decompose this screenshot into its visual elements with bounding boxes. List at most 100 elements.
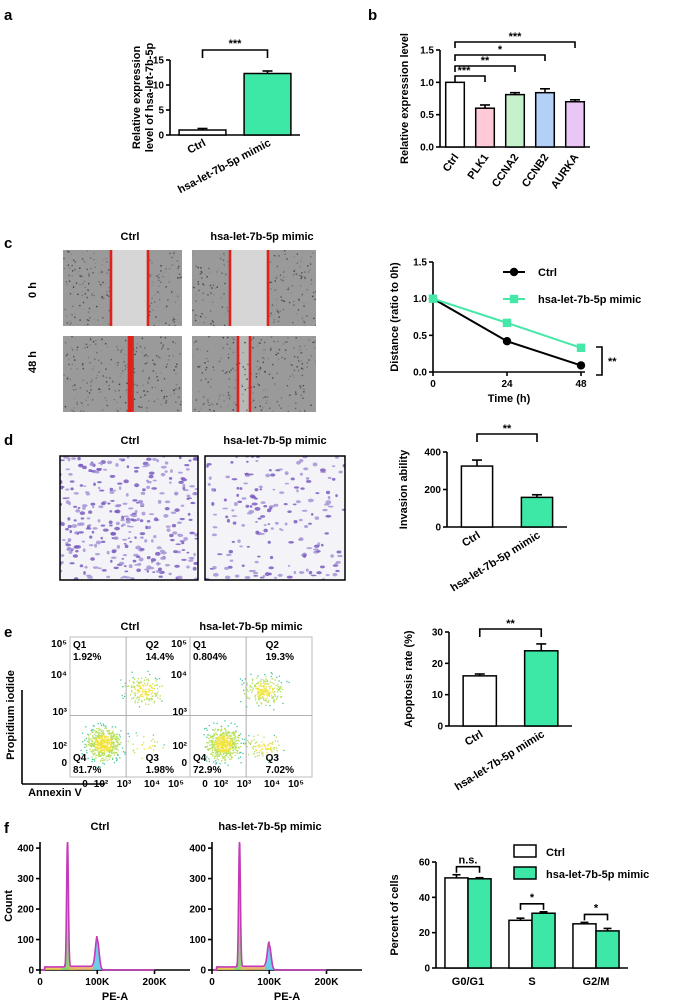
- flow-event: [157, 697, 159, 699]
- flow-event: [116, 739, 118, 741]
- scratch-cell: [264, 371, 266, 373]
- flow-event: [102, 757, 104, 759]
- transwell-cell: [179, 517, 185, 521]
- flow-event: [136, 689, 138, 692]
- scratch-cell: [269, 281, 271, 284]
- flow-event: [86, 749, 88, 752]
- flow-event: [209, 744, 211, 746]
- scratch-cell: [194, 319, 197, 322]
- flow-event: [97, 751, 99, 753]
- flow-event: [241, 679, 243, 682]
- flow-x-tick-label: 10⁴: [144, 779, 160, 790]
- flow-event: [100, 742, 103, 744]
- transwell-cell: [268, 469, 272, 472]
- scratch-cell: [220, 297, 223, 299]
- flow-event: [235, 752, 237, 754]
- flow-event: [257, 692, 260, 694]
- transwell-cell: [211, 487, 215, 492]
- scratch-cell: [158, 279, 160, 282]
- scratch-cell: [234, 387, 236, 389]
- scratch-cell: [223, 313, 226, 315]
- transwell-cell: [293, 486, 300, 489]
- scratch-cell: [151, 309, 154, 311]
- scratch-cell: [94, 310, 97, 312]
- flow-event: [223, 739, 225, 742]
- transwell-cell: [103, 468, 108, 471]
- flow-event: [104, 740, 107, 742]
- scratch-cell: [310, 279, 313, 281]
- scratch-cell: [297, 319, 299, 322]
- scratch-cell: [204, 273, 207, 275]
- flow-event: [248, 741, 250, 744]
- flow-event: [105, 738, 107, 740]
- scratch-cell: [86, 346, 89, 348]
- flow-event: [273, 691, 275, 694]
- flow-event: [254, 685, 257, 687]
- flow-event: [120, 679, 122, 681]
- quadrant-name: Q4: [193, 753, 207, 764]
- flow-event: [222, 751, 225, 753]
- flow-event: [98, 748, 100, 750]
- scratch-cell: [146, 342, 148, 344]
- scratch-cell: [86, 390, 88, 392]
- transwell-cell: [97, 481, 102, 484]
- transwell-cell: [160, 556, 167, 560]
- scratch-cell: [81, 282, 84, 285]
- y-tick-label: 1.0: [420, 78, 434, 89]
- flow-event: [152, 734, 155, 736]
- scratch-cell: [218, 360, 221, 363]
- scratch-cell: [172, 264, 175, 266]
- histogram-x-tick-label: 100K: [85, 977, 110, 988]
- flow-event: [112, 752, 114, 754]
- scratch-cell: [195, 265, 198, 267]
- flow-event: [277, 691, 279, 693]
- scratch-cell: [296, 313, 298, 315]
- flow-event: [88, 735, 90, 737]
- flow-event: [97, 722, 99, 725]
- scratch-cell: [108, 362, 111, 365]
- transwell-cell: [95, 540, 102, 545]
- flow-event: [224, 752, 226, 754]
- scratch-cell: [167, 348, 169, 350]
- transwell-cell: [124, 570, 129, 573]
- transwell-cell: [67, 524, 72, 529]
- scratch-cell: [117, 349, 119, 351]
- flow-event: [208, 749, 210, 751]
- scratch-cell: [165, 366, 168, 368]
- scratch-cell: [214, 342, 217, 345]
- flow-event: [268, 761, 270, 764]
- flow-event: [96, 749, 99, 751]
- flow-event: [260, 702, 262, 704]
- flow-event: [153, 745, 156, 747]
- flow-event: [136, 684, 138, 686]
- flow-event: [103, 749, 105, 751]
- scratch-cell: [227, 260, 230, 263]
- flow-event: [238, 734, 241, 737]
- flow-event: [249, 689, 251, 691]
- scratch-cell: [201, 313, 203, 315]
- flow-event: [150, 687, 153, 689]
- flow-event: [99, 766, 101, 769]
- flow-event: [253, 753, 255, 755]
- scratch-cell: [303, 391, 305, 393]
- flow-event: [265, 699, 267, 702]
- scratch-cell: [306, 362, 308, 364]
- flow-event: [96, 739, 98, 741]
- flow-event: [211, 747, 213, 749]
- scratch-cell: [233, 338, 235, 341]
- flow-event: [101, 739, 103, 742]
- transwell-cell: [139, 532, 146, 536]
- flow-event: [80, 749, 82, 752]
- transwell-cell: [77, 506, 81, 509]
- flow-event: [288, 681, 290, 683]
- transwell-cell: [126, 525, 131, 528]
- scratch-cell: [298, 360, 300, 362]
- transwell-cell: [273, 576, 277, 579]
- flow-event: [205, 727, 207, 729]
- transwell-cell: [134, 470, 139, 473]
- scratch-cell: [81, 258, 84, 260]
- flow-event: [234, 742, 236, 744]
- flow-event: [218, 738, 220, 741]
- transwell-cell: [239, 487, 243, 490]
- x-tick-label: CCNB2: [520, 152, 552, 190]
